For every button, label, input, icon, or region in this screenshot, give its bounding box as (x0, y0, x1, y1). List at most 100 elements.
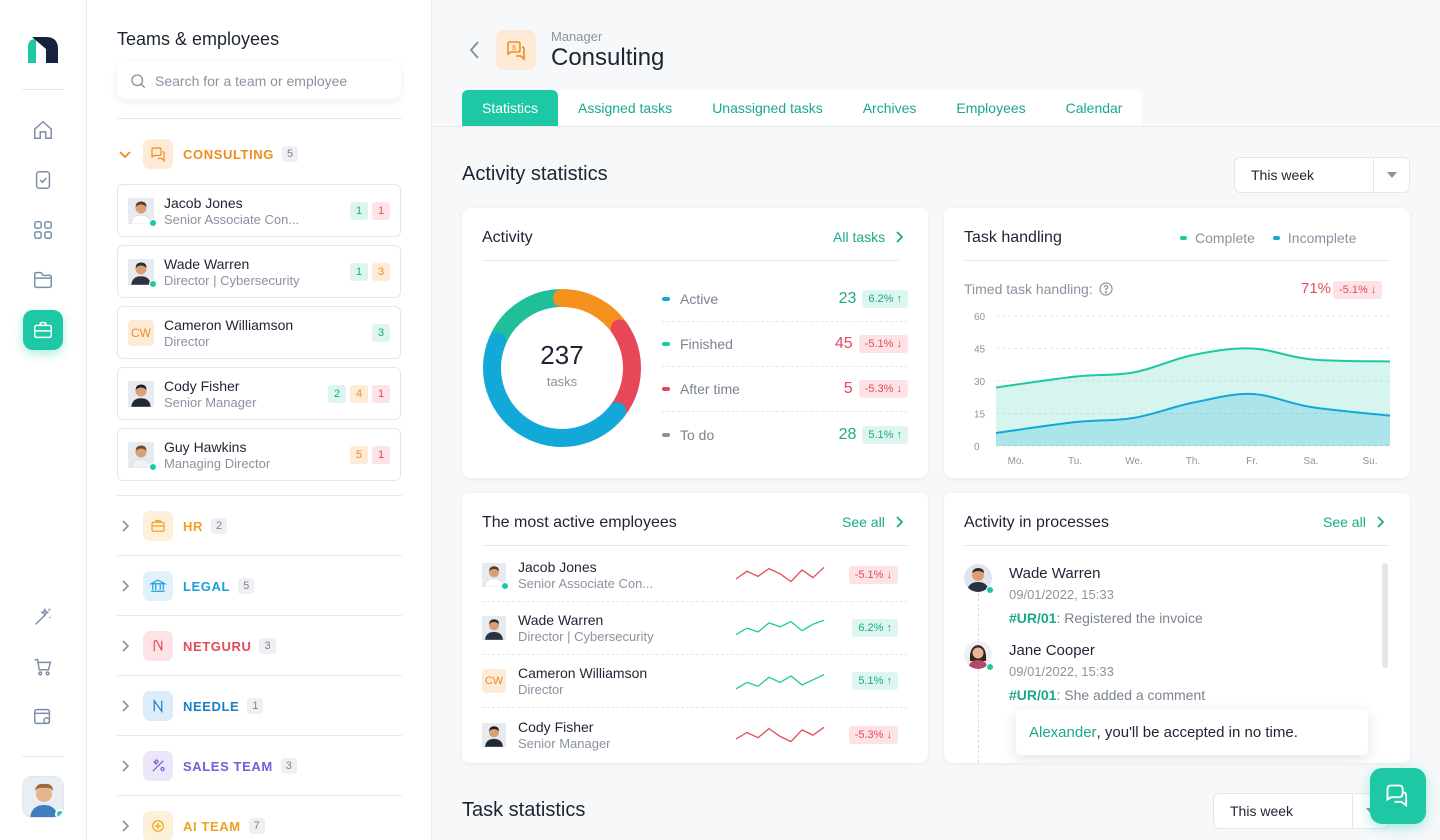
y-tick-label: 15 (974, 410, 986, 421)
folder-icon[interactable] (23, 260, 63, 300)
app-logo-icon[interactable] (26, 33, 60, 67)
briefcase-icon[interactable] (23, 310, 63, 350)
comment-mention[interactable]: Alexander (1029, 723, 1097, 741)
card-divider (964, 260, 1390, 261)
avatar (128, 258, 157, 288)
x-tick-label: Th. (1186, 456, 1200, 467)
process-code[interactable]: #UR/01 (1009, 687, 1057, 703)
team-count: 2 (210, 518, 228, 534)
help-circle-icon[interactable] (1099, 282, 1113, 296)
team-count: 5 (238, 578, 255, 594)
sparkline (736, 726, 825, 742)
user-avatar[interactable] (22, 776, 64, 818)
team-row-sales-team[interactable]: SALES TEAM 3 (117, 749, 402, 783)
scrollbar[interactable] (1382, 563, 1388, 668)
x-tick-label: Su. (1362, 456, 1377, 467)
tab-assigned-tasks[interactable]: Assigned tasks (578, 100, 673, 116)
card-divider (964, 545, 1390, 546)
rail-divider (22, 89, 64, 90)
chevron-right-icon[interactable] (117, 519, 133, 533)
process-item[interactable]: Wade Warren 09/01/2022, 15:33 #UR/01: Re… (964, 564, 1364, 626)
all-tasks-link[interactable]: All tasks (833, 229, 904, 245)
chevron-down-icon[interactable] (117, 147, 133, 161)
employee-row[interactable]: Cody Fisher Senior Manager -5.3% ↓ (482, 708, 908, 761)
employee-card[interactable]: Jacob Jones Senior Associate Con... 1 1 (117, 184, 401, 237)
search-box[interactable] (117, 62, 401, 99)
settings-window-icon[interactable] (23, 697, 63, 737)
period-select[interactable]: This week (1234, 157, 1410, 193)
back-chevron-icon[interactable] (468, 40, 482, 60)
chat-support-button[interactable] (1370, 768, 1426, 824)
x-tick-label: We. (1125, 456, 1143, 467)
caret-down-icon (1373, 158, 1409, 192)
tab-calendar[interactable]: Calendar (1065, 100, 1123, 116)
home-icon[interactable] (23, 110, 63, 150)
task-check-icon[interactable] (23, 160, 63, 200)
avatar (482, 722, 506, 747)
team-row-netguru[interactable]: NETGURU 3 (117, 629, 402, 663)
team-name: SALES TEAM (183, 758, 273, 774)
employee-row[interactable]: Jacob Jones Senior Associate Con... -5.1% … (482, 549, 908, 602)
employee-card[interactable]: Cody Fisher Senior Manager 2 4 1 (117, 367, 401, 420)
chevron-right-icon[interactable] (117, 579, 133, 593)
process-time: 09/01/2022, 15:33 (1009, 587, 1114, 602)
team-row-hr[interactable]: HR 2 (117, 509, 402, 543)
hr-team-icon (143, 511, 173, 541)
ai-team-team-icon (143, 811, 173, 840)
see-all-processes-link[interactable]: See all (1323, 514, 1384, 530)
cart-icon[interactable] (23, 647, 63, 687)
employee-name: Jacob Jones (164, 194, 243, 211)
x-tick-label: Tu. (1068, 456, 1082, 467)
stat-label: To do (680, 426, 715, 443)
team-row-ai-team[interactable]: AI TEAM 7 (117, 809, 402, 840)
count-badge: 2 (328, 384, 346, 403)
status-dot (662, 432, 670, 437)
team-name: AI TEAM (183, 818, 241, 834)
employee-name: Wade Warren (164, 255, 250, 272)
tab-unassigned-tasks[interactable]: Unassigned tasks (712, 100, 823, 116)
employee-card[interactable]: Wade Warren Director | Cybersecurity 1 3 (117, 245, 401, 298)
avatar-initials: CW (484, 675, 504, 687)
line-incomplete (995, 392, 1391, 434)
employee-role: Managing Director (164, 455, 271, 471)
magic-wand-icon[interactable] (23, 597, 63, 637)
team-row-legal[interactable]: LEGAL 5 (117, 569, 402, 603)
employee-row[interactable]: CW Cameron Williamson Director 5.1% ↑ (482, 655, 908, 708)
chevron-right-icon[interactable] (117, 639, 133, 653)
count-badge: 5 (350, 445, 368, 464)
x-tick-label: Mo. (1008, 456, 1025, 467)
sidebar-divider (117, 555, 402, 556)
grid-icon[interactable] (23, 210, 63, 250)
stat-value: 23 (838, 290, 857, 307)
tab-statistics[interactable]: Statistics (462, 90, 559, 126)
chevron-right-icon[interactable] (117, 699, 133, 713)
team-count: 7 (248, 818, 265, 834)
employee-name: Guy Hawkins (164, 438, 247, 455)
employee-row[interactable]: Wade Warren Director | Cybersecurity 6.2% … (482, 602, 908, 655)
see-all-employees-link[interactable]: See all (842, 514, 903, 530)
employee-card[interactable]: CW Cameron Williamson Director 3 (117, 306, 401, 359)
online-status-dot (149, 279, 157, 288)
sidebar-divider (117, 675, 402, 676)
tab-employees[interactable]: Employees (956, 100, 1026, 116)
chevron-right-icon[interactable] (117, 759, 133, 773)
count-badge: 3 (372, 262, 390, 281)
process-code[interactable]: #UR/01 (1009, 610, 1057, 626)
card-divider (482, 260, 899, 261)
task-period-select[interactable]: This week (1213, 793, 1389, 829)
team-name: HR (183, 518, 203, 534)
team-row-needle[interactable]: NEEDLE 1 (117, 689, 402, 723)
search-input[interactable] (155, 72, 395, 89)
employee-card[interactable]: Guy Hawkins Managing Director 5 1 (117, 428, 401, 481)
all-tasks-label: All tasks (833, 229, 886, 245)
tab-archives[interactable]: Archives (862, 100, 917, 116)
team-row-consulting[interactable]: CONSULTING 5 (117, 137, 402, 171)
y-tick-label: 30 (974, 377, 986, 388)
processes-card: Activity in processes See all Wade Warre… (944, 493, 1410, 763)
chevron-right-icon[interactable] (117, 819, 133, 833)
consulting-chat-icon (143, 139, 173, 169)
process-item[interactable]: Jane Cooper 09/01/2022, 15:33 #UR/01: Sh… (964, 641, 1364, 703)
employee-role: Director | Cybersecurity (518, 629, 654, 644)
employee-role: Director (164, 333, 210, 349)
